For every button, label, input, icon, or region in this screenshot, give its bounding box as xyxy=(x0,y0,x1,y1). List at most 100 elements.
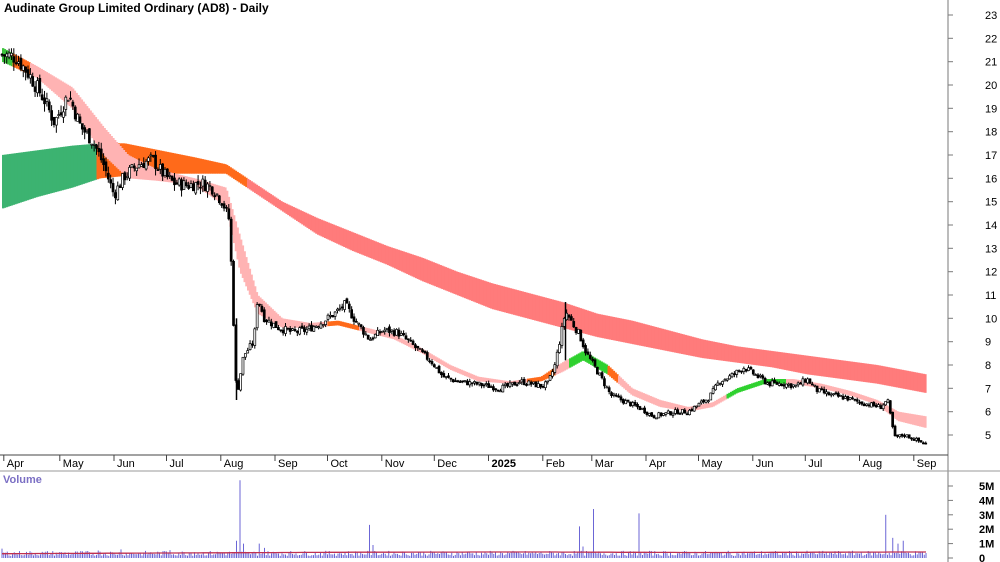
candle-body xyxy=(461,380,465,383)
candle-body xyxy=(737,370,741,372)
short-mma-band-segment xyxy=(159,170,162,182)
candle-body xyxy=(17,61,20,64)
short-mma-band-segment xyxy=(871,398,875,404)
short-mma-band-segment xyxy=(33,64,36,77)
short-mma-band-segment xyxy=(476,376,479,381)
long-mma-band-segment xyxy=(574,306,577,332)
long-mma-band-segment xyxy=(192,157,196,174)
short-mma-band-segment xyxy=(397,336,400,342)
candle-body xyxy=(917,437,921,442)
long-mma-band-segment xyxy=(324,221,327,239)
long-mma-band-segment xyxy=(539,296,542,322)
candle-body xyxy=(104,161,108,172)
candle-body xyxy=(378,331,382,334)
long-mma-band-segment xyxy=(23,152,26,202)
candle-body xyxy=(827,392,831,396)
candle-body xyxy=(810,383,814,386)
candle-body xyxy=(792,384,795,387)
long-mma-band-segment xyxy=(138,146,141,176)
candle-body xyxy=(756,374,760,378)
short-mma-band-segment xyxy=(430,354,434,359)
candle-body xyxy=(494,388,498,391)
short-mma-band-segment xyxy=(486,378,490,383)
long-mma-band-segment xyxy=(672,331,675,353)
candle-body xyxy=(924,442,928,445)
short-mma-band-segment xyxy=(94,117,98,144)
short-mma-band-segment xyxy=(142,162,145,180)
long-mma-band-segment xyxy=(745,347,749,364)
long-mma-band-segment xyxy=(805,355,808,375)
short-mma-band-segment xyxy=(65,83,68,104)
short-mma-band-segment xyxy=(609,367,612,377)
short-mma-band-segment xyxy=(327,321,330,327)
short-mma-band-segment xyxy=(761,379,764,385)
short-mma-band-segment xyxy=(807,381,810,387)
candle-body xyxy=(770,380,774,387)
candle-body xyxy=(85,130,89,133)
candle-body xyxy=(347,303,351,309)
price-tick-label: 5 xyxy=(985,430,991,442)
candle-body xyxy=(617,395,620,398)
candle-body xyxy=(685,413,689,416)
short-mma-band-segment xyxy=(243,251,246,283)
long-mma-band-segment xyxy=(656,327,659,350)
long-mma-band-segment xyxy=(462,273,465,298)
candle-body xyxy=(714,384,717,391)
short-mma-band-segment xyxy=(878,401,882,407)
short-mma-band-segment xyxy=(920,415,924,427)
long-mma-band-segment xyxy=(261,188,264,198)
candle-body xyxy=(331,315,335,318)
short-mma-band-segment xyxy=(707,403,710,408)
long-mma-band-segment xyxy=(196,157,199,174)
short-mma-band-segment xyxy=(465,371,469,377)
short-mma-band-segment xyxy=(339,321,343,326)
short-mma-band-segment xyxy=(283,318,287,328)
short-mma-band-segment xyxy=(546,372,549,379)
candle-body xyxy=(369,339,372,341)
long-mma-band-segment xyxy=(315,217,318,234)
candle-body xyxy=(300,325,304,329)
short-mma-band-segment xyxy=(654,398,658,406)
long-mma-band-segment xyxy=(205,159,208,174)
candle-body xyxy=(388,326,391,334)
long-mma-band-segment xyxy=(311,215,315,232)
candle-body xyxy=(553,364,557,373)
short-mma-band-segment xyxy=(157,169,161,181)
candle-body xyxy=(898,434,902,438)
short-mma-band-segment xyxy=(191,177,194,186)
candle-body xyxy=(593,359,597,367)
candle-body xyxy=(182,180,186,190)
candle-body xyxy=(116,185,120,201)
candle-body xyxy=(570,316,573,321)
short-mma-band-segment xyxy=(870,397,873,403)
candle-body xyxy=(253,328,257,346)
candle-body xyxy=(281,329,285,334)
candle-body xyxy=(277,327,280,331)
long-mma-band-segment xyxy=(465,274,469,299)
candle-body xyxy=(808,378,812,384)
long-mma-band-segment xyxy=(21,152,24,202)
long-mma-band-segment xyxy=(471,276,474,301)
candle-body xyxy=(614,394,618,397)
short-mma-band-segment xyxy=(37,66,40,79)
short-mma-band-segment xyxy=(721,396,724,402)
long-mma-band-segment xyxy=(835,359,838,379)
long-mma-band-segment xyxy=(868,363,871,383)
short-mma-band-segment xyxy=(213,184,217,199)
long-mma-band-segment xyxy=(882,366,885,385)
long-mma-band-segment xyxy=(37,150,40,197)
short-mma-band-segment xyxy=(343,322,346,327)
candle-body xyxy=(643,407,646,414)
long-mma-band-segment xyxy=(436,263,439,287)
short-mma-band-segment xyxy=(297,321,301,328)
candle-body xyxy=(773,379,776,383)
long-mma-band-segment xyxy=(26,151,29,201)
long-mma-band-segment xyxy=(642,323,645,347)
short-mma-band-segment xyxy=(642,393,645,401)
short-mma-band-segment xyxy=(507,381,511,384)
candle-body xyxy=(310,324,313,332)
short-mma-band-segment xyxy=(728,392,731,398)
long-mma-band-segment xyxy=(373,240,376,260)
short-mma-band-segment xyxy=(863,395,866,401)
short-mma-band-segment xyxy=(226,190,229,211)
